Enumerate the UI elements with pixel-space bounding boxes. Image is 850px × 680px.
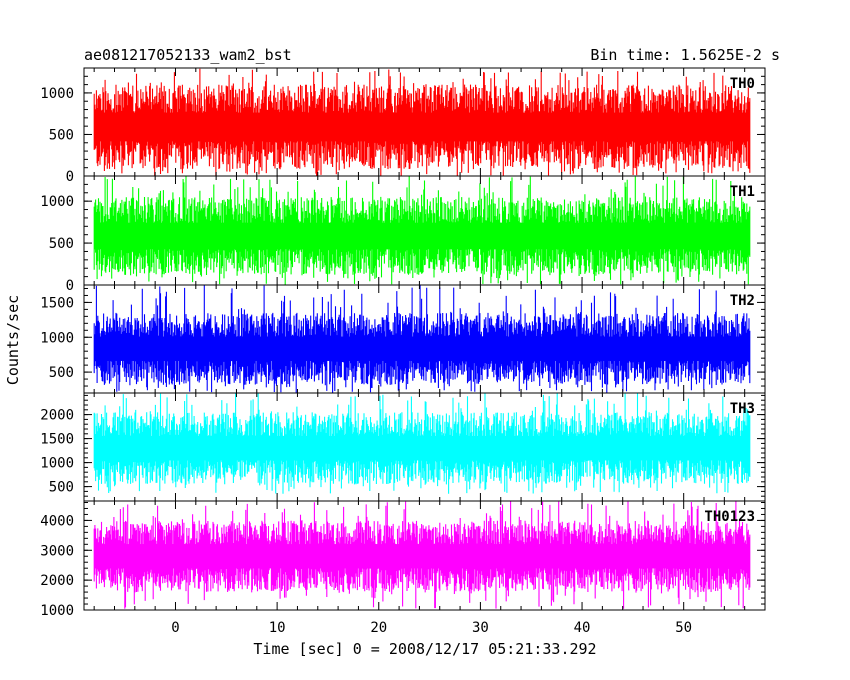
- series-core-th0123: [94, 544, 750, 569]
- panel-th2: 500 1000 1500 TH2: [40, 284, 766, 394]
- panel-frame: [83, 500, 766, 611]
- panel-label-th2: TH2: [730, 293, 755, 309]
- y-tick-label: 1500: [40, 432, 74, 448]
- y-tick-label: 1000: [40, 194, 74, 210]
- bin-time-label: Bin time: 1.5625E-2 s: [590, 46, 780, 64]
- x-tick-label: 40: [574, 620, 591, 636]
- x-axis: 0 10 20 30 40 50: [171, 620, 692, 636]
- y-tick-label: 1500: [40, 295, 74, 311]
- y-tick-label: 1000: [40, 86, 74, 102]
- y-tick-label: 1000: [40, 330, 74, 346]
- panels-group: 0 500 1000 TH0 0 500 1000 TH1 500 1000 1500 TH2 500 1…: [40, 67, 766, 619]
- x-tick-label: 10: [269, 620, 286, 636]
- series-core-th2: [94, 336, 750, 361]
- y-tick-label: 4000: [40, 513, 74, 529]
- x-tick-label: 20: [370, 620, 387, 636]
- y-tick-label: 0: [66, 169, 74, 185]
- y-axis-label: Counts/sec: [4, 295, 22, 385]
- chart-title: ae081217052133_wam2_bst: [84, 46, 292, 64]
- panel-label-th1: TH1: [730, 184, 755, 200]
- x-tick-label: 0: [171, 620, 179, 636]
- y-tick-label: 1000: [40, 603, 74, 619]
- y-tick-label: 2000: [40, 573, 74, 589]
- series-core-th3: [94, 435, 750, 461]
- y-tick-label: 2000: [40, 408, 74, 424]
- panel-label-th0: TH0: [730, 76, 755, 92]
- y-tick-label: 500: [49, 365, 74, 381]
- x-tick-label: 30: [472, 620, 489, 636]
- panel-th0123: 1000 2000 3000 4000 TH0123: [40, 500, 766, 619]
- x-axis-label: Time [sec] 0 = 2008/12/17 05:21:33.292: [253, 640, 596, 658]
- y-tick-label: 0: [66, 278, 74, 294]
- panel-th3: 500 1000 1500 2000 TH3: [40, 392, 766, 502]
- y-tick-label: 500: [49, 236, 74, 252]
- panel-th0: 0 500 1000 TH0: [40, 67, 766, 185]
- x-tick-label: 50: [675, 620, 692, 636]
- series-core-th0: [94, 112, 750, 142]
- panel-label-th0123: TH0123: [704, 509, 755, 525]
- y-tick-label: 500: [49, 480, 74, 496]
- panel-th1: 0 500 1000 TH1: [40, 175, 766, 294]
- series-core-th1: [94, 222, 750, 250]
- y-tick-label: 500: [49, 127, 74, 143]
- y-tick-label: 1000: [40, 456, 74, 472]
- y-tick-label: 3000: [40, 543, 74, 559]
- panel-label-th3: TH3: [730, 401, 755, 417]
